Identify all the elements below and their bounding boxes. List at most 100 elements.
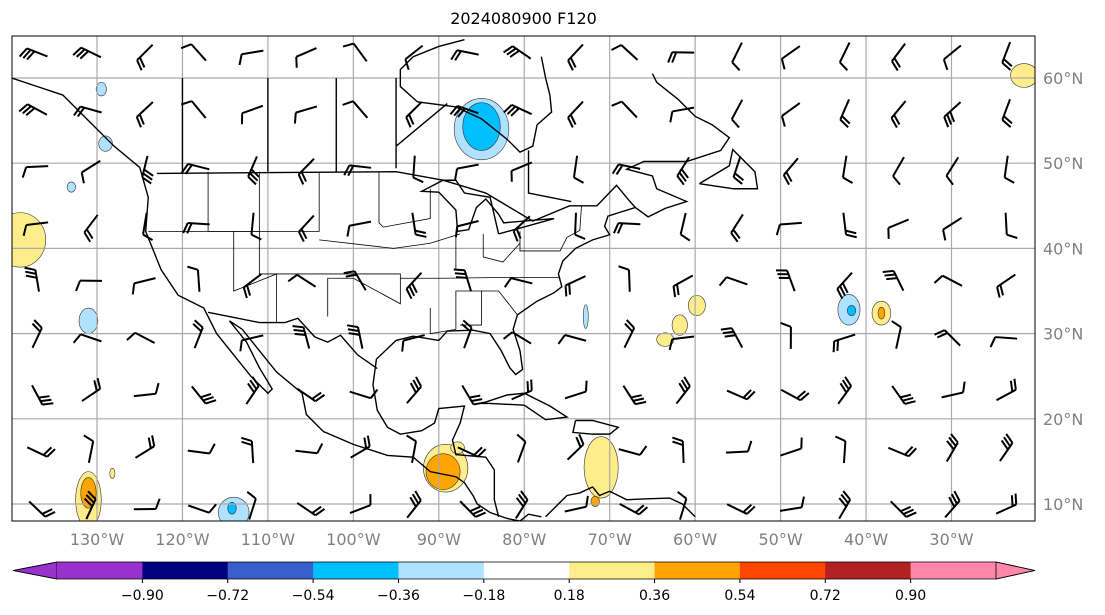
wind-barb <box>411 212 427 238</box>
colorbar-tick-label: −0.90 <box>121 588 164 604</box>
wind-barb <box>999 433 1014 462</box>
barb-feather <box>22 49 32 59</box>
barb-shaft <box>679 498 688 520</box>
barb-feather <box>85 228 94 240</box>
wind-barb <box>676 156 690 186</box>
colorbar-segment <box>910 562 997 579</box>
wind-barb <box>882 269 905 292</box>
lon-label: 30°W <box>929 530 973 549</box>
barb-shaft <box>248 498 257 520</box>
barb-feather <box>138 56 146 68</box>
barb-shaft <box>627 269 631 292</box>
barb-shaft <box>241 104 264 115</box>
barb-feather <box>903 508 914 516</box>
wind-barb <box>731 42 743 72</box>
barb-feather <box>1001 61 1012 71</box>
barb-feather <box>946 440 955 451</box>
shaded-region <box>582 304 589 329</box>
colorbar-tick-label: −0.54 <box>292 588 335 604</box>
wind-barb <box>989 336 1018 348</box>
barb-shaft <box>780 447 802 457</box>
barb-feather <box>624 322 634 333</box>
barb-feather <box>363 437 368 449</box>
lat-label: 30°N <box>1043 325 1083 344</box>
barb-feather <box>469 505 481 513</box>
wind-barb <box>133 498 161 511</box>
barb-feather <box>630 394 642 399</box>
barb-shaft <box>80 333 102 343</box>
lon-label: 80°W <box>502 530 546 549</box>
barb-shaft <box>81 159 101 174</box>
barb-feather <box>412 379 420 391</box>
state-border <box>481 290 518 316</box>
wind-barb <box>83 214 99 243</box>
barb-feather <box>680 168 689 179</box>
wind-barb <box>890 500 917 518</box>
barb-feather <box>462 319 473 329</box>
wind-barb <box>454 220 479 238</box>
barb-feather <box>246 491 257 500</box>
barb-feather <box>1010 495 1014 507</box>
barb-feather <box>251 376 260 387</box>
barb-shaft <box>943 44 962 61</box>
barb-shaft <box>1004 212 1008 235</box>
coastline <box>527 150 572 203</box>
barb-feather <box>314 508 326 517</box>
wind-barb <box>891 320 902 349</box>
colorbar-outline <box>12 561 1036 580</box>
barb-feather <box>46 448 56 458</box>
lon-label: 120°W <box>155 530 210 549</box>
colorbar-tick-label: 0.18 <box>554 588 585 604</box>
coastline <box>372 73 731 517</box>
coastline <box>156 171 636 222</box>
barb-shaft <box>887 218 910 229</box>
barb-feather <box>515 228 522 240</box>
barb-feather <box>512 230 519 242</box>
barb-feather <box>667 51 674 63</box>
barb-feather <box>842 490 851 501</box>
wind-barb <box>406 490 422 519</box>
barb-feather <box>668 338 674 351</box>
barb-feather <box>450 49 458 61</box>
barb-feather <box>471 398 483 402</box>
barb-feather <box>839 61 849 72</box>
barb-feather <box>33 319 43 329</box>
barb-feather <box>180 163 189 174</box>
lat-label: 50°N <box>1043 154 1083 173</box>
barb-feather <box>414 490 422 502</box>
wind-barb <box>453 268 472 292</box>
wind-barb <box>26 446 56 458</box>
barb-feather <box>893 57 901 68</box>
barb-feather <box>996 286 1001 298</box>
wind-barb <box>726 389 756 401</box>
wind-barb <box>669 106 695 123</box>
lon-label: 110°W <box>241 530 296 549</box>
barb-feather <box>503 277 512 288</box>
wind-barb <box>238 49 264 66</box>
wind-barb <box>246 491 257 520</box>
colorbar-segment <box>569 562 656 579</box>
barb-shaft <box>404 44 424 61</box>
barb-shaft <box>26 221 49 227</box>
barb-feather <box>510 107 520 117</box>
barb-feather <box>251 233 262 241</box>
wind-barb <box>180 100 207 119</box>
shaded-region <box>66 181 76 193</box>
barb-feather <box>457 107 466 118</box>
barb-shaft <box>295 105 318 114</box>
barb-feather <box>453 106 463 117</box>
barb-feather <box>569 114 577 125</box>
barb-feather <box>800 496 805 508</box>
barb-feather <box>87 490 97 500</box>
barb-feather <box>247 382 256 394</box>
wind-barb <box>782 157 799 186</box>
barb-feather <box>245 284 252 296</box>
barb-feather <box>40 398 52 403</box>
wind-barb <box>247 156 260 186</box>
wind-barb <box>239 334 264 352</box>
barb-feather <box>999 284 1004 296</box>
barb-feather <box>347 165 355 177</box>
barb-shaft <box>730 99 744 120</box>
barb-shaft <box>295 47 317 58</box>
wind-barb <box>618 265 631 292</box>
